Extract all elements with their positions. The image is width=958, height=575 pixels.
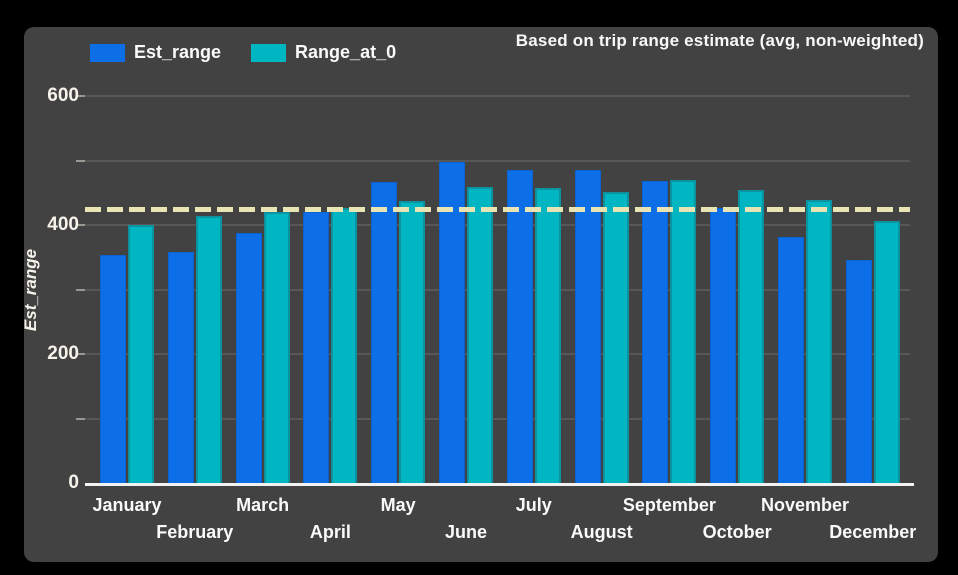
bar-range-at-0-august xyxy=(602,192,629,483)
gridline-200 xyxy=(85,353,910,355)
bar-range-at-0-november xyxy=(806,199,832,483)
bar-range-at-0-october xyxy=(738,190,765,483)
legend-item-est-range[interactable]: Est_range xyxy=(90,42,221,63)
x-axis-label-january: January xyxy=(92,495,162,515)
bar-range-at-0-july xyxy=(534,187,561,483)
x-axis-label-may: May xyxy=(380,495,416,515)
y-tick-mark xyxy=(76,288,85,291)
y-tick-mark xyxy=(76,353,85,355)
bar-est-range-march xyxy=(235,232,262,483)
bar-range-at-0-may xyxy=(399,201,426,483)
bar-range-at-0-march xyxy=(263,212,290,483)
bar-range-at-0-february xyxy=(195,215,222,483)
bar-range-at-0-january xyxy=(128,225,154,483)
x-axis-label-november: November xyxy=(760,495,850,515)
gridline-400 xyxy=(85,224,910,226)
x-axis-label-august: August xyxy=(570,522,633,542)
x-axis-label-october: October xyxy=(702,522,772,542)
x-axis-label-march: March xyxy=(236,495,290,515)
legend-label: Est_range xyxy=(134,42,222,62)
gridline-500 xyxy=(85,159,910,162)
y-tick-mark xyxy=(76,95,85,97)
y-tick-mark xyxy=(76,159,85,162)
legend-label: Range_at_0 xyxy=(295,42,397,62)
bar-est-range-january xyxy=(100,255,126,483)
bar-est-range-may xyxy=(371,181,398,483)
bar-est-range-october xyxy=(710,208,737,483)
bar-est-range-november xyxy=(778,237,804,483)
y-tick-label-400: 400 xyxy=(47,214,79,235)
gridline-300 xyxy=(85,288,910,291)
x-axis-label-september: September xyxy=(622,495,716,515)
y-tick-label-600: 600 xyxy=(47,85,79,106)
bar-range-at-0-april xyxy=(331,208,358,483)
chart-title: Based on trip range estimate (avg, non-w… xyxy=(515,31,924,50)
legend-swatch-icon xyxy=(251,43,287,62)
gridline-600 xyxy=(85,95,910,97)
y-tick-label-0: 0 xyxy=(68,472,79,493)
legend-swatch-icon xyxy=(90,43,125,62)
y-tick-label-200: 200 xyxy=(47,343,79,364)
bar-est-range-september xyxy=(642,181,669,483)
bar-est-range-april xyxy=(303,212,330,483)
bar-est-range-july xyxy=(506,169,533,483)
x-axis-label-july: July xyxy=(515,495,552,515)
x-axis-label-april: April xyxy=(309,522,351,542)
bar-range-at-0-june xyxy=(467,186,493,483)
legend-item-range-at-0[interactable]: Range_at_0 xyxy=(251,42,396,63)
x-axis-label-february: February xyxy=(156,522,234,542)
bar-est-range-february xyxy=(167,252,194,483)
x-axis-label-june: June xyxy=(444,522,487,542)
x-axis-label-december: December xyxy=(829,522,917,542)
y-tick-mark xyxy=(76,417,85,420)
bar-est-range-december xyxy=(845,260,872,483)
bar-est-range-august xyxy=(574,169,601,483)
chart-panel: Based on trip range estimate (avg, non-w… xyxy=(21,27,938,562)
average-reference-line xyxy=(85,206,910,212)
bar-range-at-0-september xyxy=(670,180,697,483)
bar-range-at-0-december xyxy=(873,221,900,483)
legend: Est_range Range_at_0 xyxy=(90,42,396,63)
gridline-100 xyxy=(85,417,910,420)
y-tick-mark xyxy=(76,224,85,226)
x-axis-line xyxy=(85,483,914,486)
bar-est-range-june xyxy=(439,162,465,483)
y-axis-title: Est_range xyxy=(21,248,40,332)
